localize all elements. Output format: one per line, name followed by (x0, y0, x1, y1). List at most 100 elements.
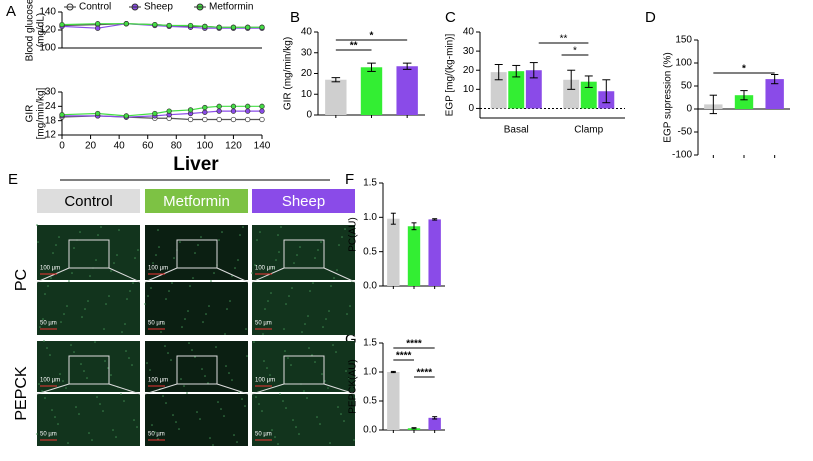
point (123, 21, 129, 27)
point (166, 22, 172, 29)
scale-bar-label: 50 µm (40, 321, 57, 327)
zoom-line (108, 267, 141, 283)
bar (765, 79, 784, 109)
scale-bar-label: 50 µm (148, 432, 165, 438)
roi-box (283, 239, 325, 269)
y-axis-label: PC(AU) (348, 217, 359, 251)
y-axis-label: GIR (25, 105, 36, 123)
texture (162, 395, 164, 397)
texture (309, 290, 311, 292)
significance-label: * (370, 31, 374, 42)
texture (327, 387, 329, 389)
column-header-label: Control (64, 193, 112, 210)
texture (66, 305, 68, 307)
error-bar (494, 63, 503, 81)
point (95, 21, 101, 27)
zoom-line (323, 267, 356, 283)
texture (293, 262, 295, 264)
texture (57, 423, 59, 425)
texture (330, 285, 332, 287)
texture (105, 303, 107, 305)
texture (147, 295, 149, 297)
texture (199, 418, 201, 420)
point (245, 108, 251, 114)
panel-label: C (445, 9, 456, 26)
texture (192, 277, 194, 279)
panel-label: D (645, 9, 656, 26)
texture (65, 387, 67, 389)
roi-box (176, 239, 218, 269)
texture (136, 426, 138, 428)
texture (220, 408, 222, 410)
row-label: PEPCK (13, 366, 30, 421)
panel-label: F (345, 171, 354, 188)
texture (225, 365, 227, 367)
y-tick-label: 0 (686, 104, 692, 115)
legend-label: Sheep (144, 2, 173, 13)
texture (152, 262, 154, 264)
texture (202, 321, 204, 323)
point (152, 110, 158, 117)
texture (151, 424, 153, 426)
scale-bar-label: 50 µm (148, 321, 165, 327)
texture (196, 411, 198, 413)
texture (94, 341, 96, 343)
texture (284, 350, 286, 352)
y-tick-label: 0.5 (363, 396, 377, 407)
texture (110, 270, 112, 272)
texture (68, 280, 70, 282)
point (202, 23, 208, 30)
texture (75, 406, 77, 408)
texture (336, 269, 338, 271)
texture (102, 410, 104, 412)
y-tick-label: 1.0 (363, 212, 377, 223)
error-bar (770, 74, 779, 85)
column-header (252, 189, 355, 213)
point (202, 104, 208, 111)
texture (308, 347, 310, 349)
texture (100, 226, 102, 228)
y-tick-label: 150 (675, 35, 692, 46)
texture (204, 375, 206, 377)
y-tick-label: 24 (45, 101, 57, 112)
texture (39, 326, 41, 328)
texture (244, 405, 246, 407)
texture (226, 308, 228, 310)
column-header (145, 189, 248, 213)
point (259, 24, 265, 30)
micrograph-zoom (145, 394, 248, 446)
texture (274, 436, 276, 438)
texture (95, 259, 97, 261)
y-tick-label: 100 (675, 58, 692, 69)
texture (349, 305, 351, 307)
texture (70, 344, 72, 346)
texture (258, 403, 260, 405)
error-bar (331, 77, 341, 83)
y-tick-label: 1.5 (363, 338, 377, 349)
significance-label: **** (396, 351, 412, 362)
texture (254, 264, 256, 266)
texture (126, 298, 128, 300)
texture (269, 374, 271, 376)
error-bar (411, 427, 417, 430)
point (59, 112, 65, 118)
texture (255, 396, 257, 398)
texture (165, 402, 167, 404)
significance-label: **** (417, 368, 433, 379)
texture (329, 442, 331, 444)
point (216, 103, 222, 109)
texture (321, 373, 323, 375)
y-tick-label: 10 (301, 89, 313, 100)
point (95, 25, 101, 31)
texture (209, 437, 211, 439)
error-bar (709, 94, 718, 115)
texture (41, 390, 43, 392)
point (216, 108, 222, 114)
texture (197, 244, 199, 246)
x-tick-label: 60 (142, 141, 154, 152)
y-tick-label: 12 (45, 130, 57, 141)
texture (231, 379, 233, 381)
zoom-line (251, 267, 285, 283)
y-tick-label: -100 (672, 150, 692, 161)
texture (228, 372, 230, 374)
